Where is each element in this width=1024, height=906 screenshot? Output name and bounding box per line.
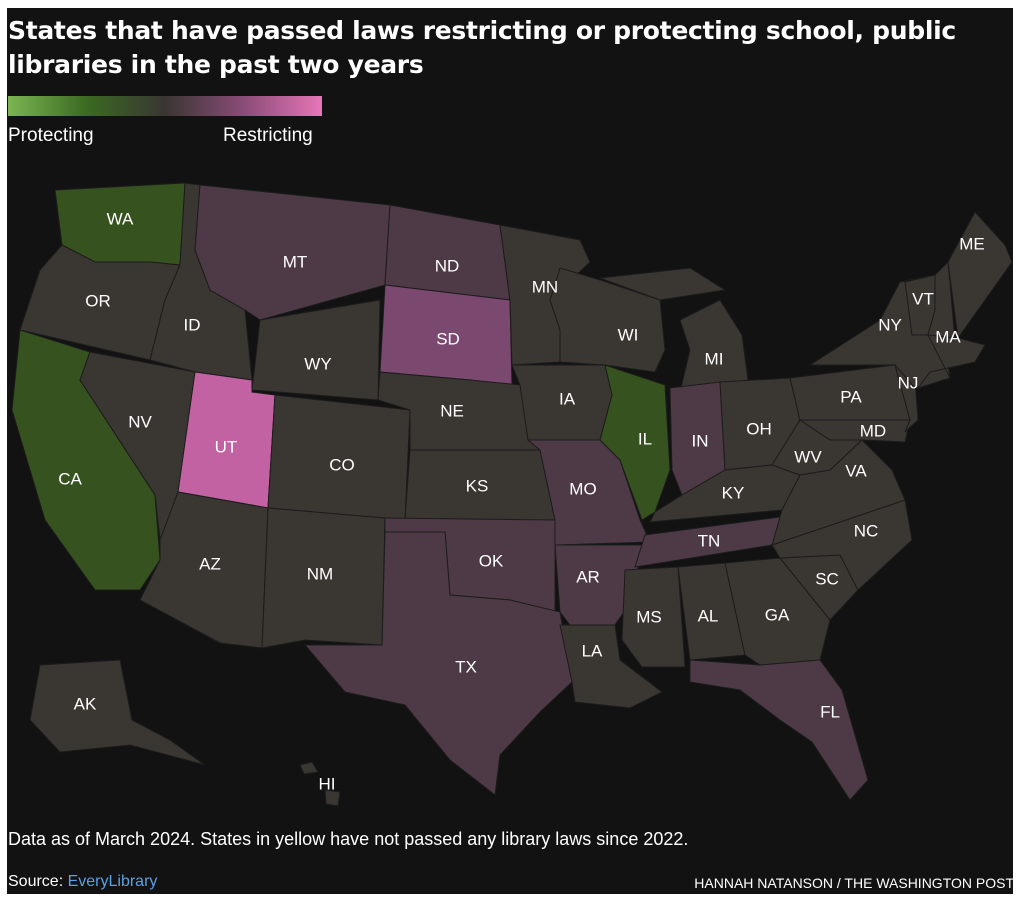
state-label-ca: CA [58,469,82,488]
state-shape-nm [261,507,386,649]
data-note: Data as of March 2024. States in yellow … [8,829,689,849]
state-label-ak: AK [74,694,97,713]
state-shape-il [599,364,671,521]
state-label-nv: NV [128,412,152,431]
state-label-or: OR [85,291,111,310]
state-shape-mi [679,299,749,393]
legend-label-protecting: Protecting [8,125,94,146]
state-label-vt: VT [912,289,934,308]
state-label-mt: MT [283,252,308,271]
state-shape-ak [29,659,206,766]
state-label-nc: NC [854,521,879,540]
state-label-ky: KY [722,483,745,502]
state-shape-mi [599,267,727,301]
state-label-hi: HI [319,774,336,793]
state-shape-la [559,624,663,709]
state-label-mo: MO [569,479,596,498]
state-shape-ms [621,566,686,668]
state-label-in: IN [692,431,709,450]
source-prefix: Source: [8,873,68,890]
state-label-nm: NM [307,564,333,583]
credit-line: HANNAH NATANSON / THE WASHINGTON POST [694,875,1014,891]
state-label-oh: OH [746,419,772,438]
state-label-ar: AR [576,567,600,586]
state-label-az: AZ [199,554,221,573]
state-shape-me [947,211,1013,340]
state-label-va: VA [845,461,867,480]
state-label-al: AL [698,606,719,625]
state-label-wv: WV [794,447,822,466]
state-shape-fl [689,659,869,801]
chart-title: States that have passed laws restricting… [8,16,956,79]
state-shape-ma [916,334,986,389]
state-label-fl: FL [820,702,840,721]
state-label-wa: WA [107,209,134,228]
source-link[interactable]: EveryLibrary [67,873,158,890]
state-label-ga: GA [765,605,790,624]
legend-gradient-bar [8,96,322,116]
state-label-sd: SD [436,329,460,348]
state-label-ma: MA [935,327,961,346]
state-label-ut: UT [215,437,238,456]
state-label-wi: WI [618,325,639,344]
source-line: Source: EveryLibrary [8,873,157,891]
state-label-ne: NE [440,401,464,420]
state-label-ia: IA [559,389,576,408]
state-shape-tx [303,531,573,796]
state-label-co: CO [329,455,355,474]
state-label-la: LA [582,641,603,660]
state-label-ny: NY [878,315,902,334]
state-label-ok: OK [479,551,504,570]
state-shape-nd [384,204,511,301]
state-label-ms: MS [636,607,662,626]
legend-label-restricting: Restricting [223,125,313,146]
state-label-wy: WY [304,354,331,373]
state-label-pa: PA [840,387,862,406]
state-label-me: ME [959,234,985,253]
state-shape-wi [549,267,666,373]
state-label-nj: NJ [898,373,919,392]
state-label-sc: SC [815,569,839,588]
state-shape-hi [299,761,319,775]
state-label-mi: MI [705,349,724,368]
state-shape-md [798,419,911,443]
state-label-id: ID [184,315,201,334]
state-label-ks: KS [466,476,489,495]
state-label-nd: ND [435,256,460,275]
state-label-tn: TN [698,531,721,550]
state-label-tx: TX [455,657,477,676]
state-label-mn: MN [532,277,558,296]
state-label-md: MD [860,421,886,440]
state-shape-hi [324,789,341,807]
state-label-il: IL [638,429,652,448]
